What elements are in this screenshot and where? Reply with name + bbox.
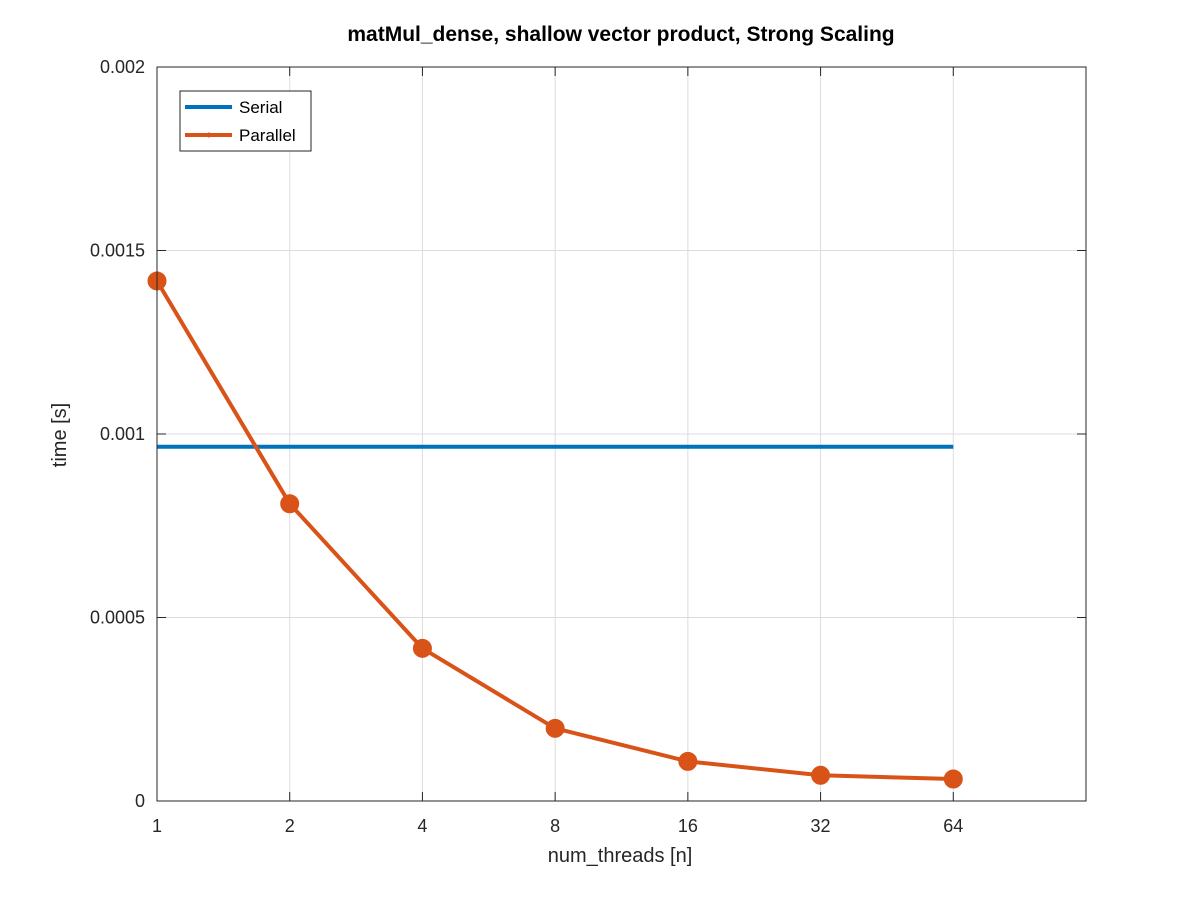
parallel-point xyxy=(545,718,565,738)
parallel-point xyxy=(412,638,432,658)
parallel-point xyxy=(811,765,831,785)
y-tick-label: 0.002 xyxy=(100,57,145,77)
x-tick-label: 8 xyxy=(550,816,560,836)
x-axis-label: num_threads [n] xyxy=(548,845,693,867)
parallel-point xyxy=(943,769,963,789)
legend-label-serial: Serial xyxy=(239,98,282,117)
x-tick-label: 64 xyxy=(943,816,963,836)
chart-title: matMul_dense, shallow vector product, St… xyxy=(347,23,894,46)
y-tick-label: 0.0015 xyxy=(90,241,145,261)
legend: Serial Parallel xyxy=(179,90,312,152)
legend-marker-parallel xyxy=(206,132,212,138)
parallel-point xyxy=(678,751,698,771)
y-tick-label: 0.001 xyxy=(100,424,145,444)
ticks: 1 2 4 8 16 32 64 0 0.0005 0.001 0.0015 0.002 xyxy=(90,57,1086,836)
x-tick-label: 16 xyxy=(678,816,698,836)
y-axis-label: time [s] xyxy=(49,403,71,467)
y-tick-label: 0.0005 xyxy=(90,608,145,628)
x-tick-label: 32 xyxy=(811,816,831,836)
y-tick-label: 0 xyxy=(135,791,145,811)
plot-area: 1 2 4 8 16 32 64 0 0.0005 0.001 0.0015 0.002 xyxy=(90,57,1087,836)
x-tick-label: 1 xyxy=(152,816,162,836)
parallel-point xyxy=(280,494,300,514)
x-tick-label: 2 xyxy=(285,816,295,836)
legend-box xyxy=(179,90,312,152)
legend-label-parallel: Parallel xyxy=(239,126,296,145)
x-tick-label: 4 xyxy=(417,816,427,836)
